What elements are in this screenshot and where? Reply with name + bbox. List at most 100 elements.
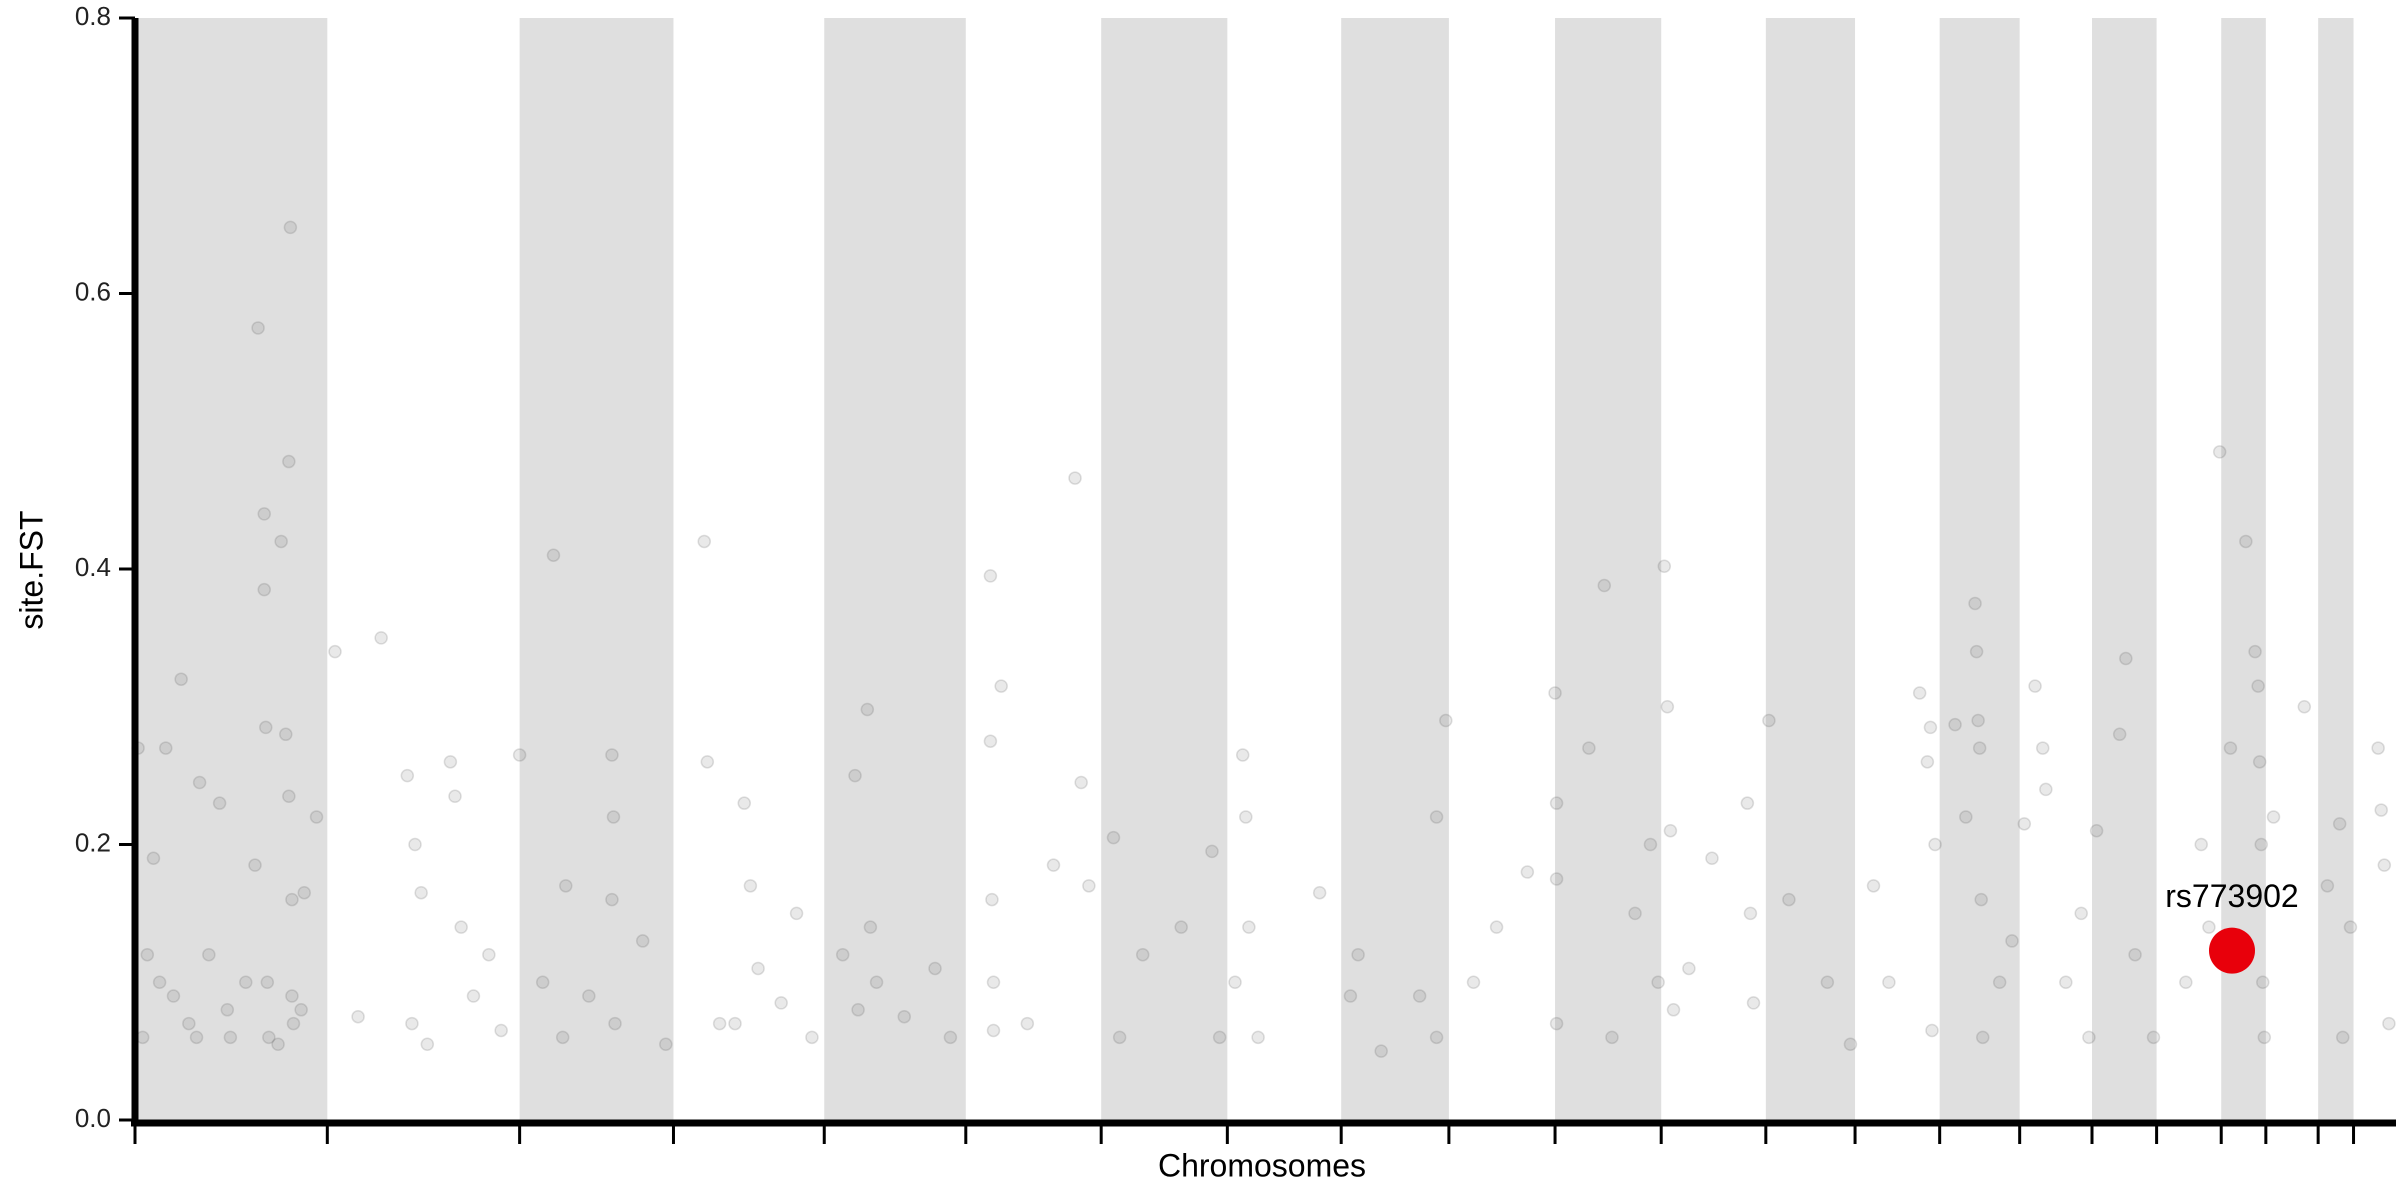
points: rs773902 (131, 220, 2396, 1058)
point (700, 755, 715, 769)
point (2112, 727, 2127, 742)
point (1974, 892, 1988, 907)
point (454, 920, 468, 934)
point (2039, 782, 2053, 797)
point (983, 734, 998, 748)
point (582, 989, 596, 1003)
point (2254, 837, 2268, 852)
point (1969, 644, 1984, 659)
point (223, 1030, 238, 1045)
point (1843, 1037, 1858, 1051)
point (279, 727, 293, 742)
point (728, 1016, 742, 1031)
point (202, 947, 216, 962)
axes: 0.0 0.2 0.4 0.6 0.8 (75, 1, 2396, 1144)
point (285, 892, 299, 907)
point (2082, 1030, 2096, 1045)
point (1429, 1030, 1444, 1045)
point (1740, 796, 1755, 810)
point (1112, 1030, 1127, 1045)
point (259, 720, 273, 735)
point (2036, 741, 2050, 755)
point (2257, 1030, 2272, 1045)
point (712, 1016, 727, 1031)
chromosome-band (1341, 18, 1449, 1120)
point (659, 1037, 673, 1051)
point (1682, 961, 1696, 976)
point (1628, 906, 1642, 921)
point (605, 892, 619, 907)
point (271, 1037, 285, 1051)
point (189, 1030, 204, 1045)
point (2332, 817, 2347, 831)
point (1743, 906, 1758, 921)
point (1968, 596, 1982, 611)
point (408, 837, 422, 852)
point (1549, 1016, 1564, 1031)
y-tick-label: 0.2 (75, 827, 111, 857)
point (2017, 817, 2032, 831)
chromosome-band (2091, 18, 2157, 1120)
point (1782, 892, 1796, 907)
point (2119, 651, 2133, 666)
point (943, 1030, 958, 1045)
point (2336, 1030, 2350, 1045)
point (146, 851, 161, 866)
point (2374, 803, 2388, 817)
point (1046, 858, 1061, 872)
x-axis-title: Chromosomes (1158, 1147, 1366, 1183)
point (1251, 1030, 1265, 1045)
point (192, 775, 207, 790)
point (743, 879, 758, 893)
point (559, 879, 573, 893)
y-tick-label: 0.8 (75, 1, 111, 31)
point (443, 755, 458, 769)
point (257, 582, 271, 597)
point (2146, 1030, 2161, 1045)
point (285, 989, 299, 1003)
point (1205, 844, 1219, 859)
point (1705, 851, 1719, 866)
point (182, 1016, 196, 1031)
point (159, 741, 173, 755)
point (512, 748, 527, 762)
point (466, 989, 481, 1003)
point (2194, 837, 2208, 852)
point (420, 1037, 435, 1051)
point (174, 672, 188, 686)
point (1239, 810, 1253, 824)
point (328, 644, 342, 659)
point (1235, 748, 1250, 762)
point (282, 454, 296, 469)
point (1082, 879, 1096, 893)
point (448, 789, 462, 804)
point (2202, 920, 2216, 934)
chromosome-band (824, 18, 966, 1120)
point (2059, 975, 2073, 989)
point (1549, 796, 1564, 810)
point (1135, 947, 1150, 962)
chromosome-band (1101, 18, 1228, 1120)
point (608, 1016, 622, 1031)
point (2382, 1016, 2396, 1031)
y-tick-label: 0.4 (75, 552, 111, 582)
point (1925, 1023, 1939, 1038)
point (1549, 872, 1564, 886)
point (1351, 947, 1365, 962)
point (2128, 947, 2142, 962)
point (212, 796, 227, 810)
point (248, 858, 262, 872)
point (2343, 920, 2358, 934)
point (1374, 1044, 1388, 1058)
point (1068, 471, 1082, 485)
bands (135, 18, 2354, 1120)
point (863, 920, 878, 934)
point (860, 702, 875, 717)
point (2028, 679, 2042, 693)
point (2089, 823, 2104, 838)
highlight-point (2208, 927, 2255, 974)
point (1489, 920, 1504, 934)
point (274, 534, 288, 549)
